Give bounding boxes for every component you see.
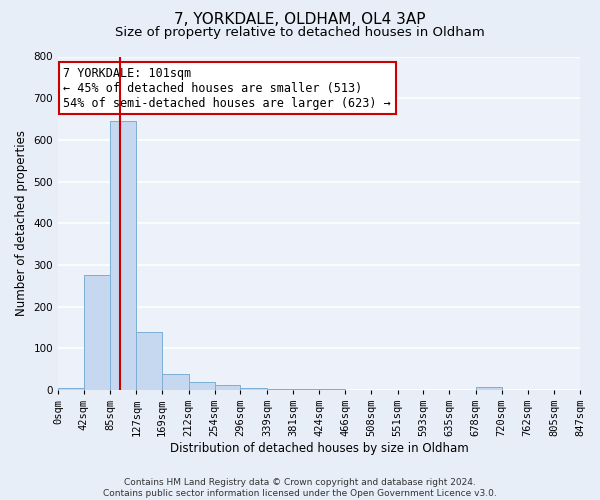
Text: 7, YORKDALE, OLDHAM, OL4 3AP: 7, YORKDALE, OLDHAM, OL4 3AP — [174, 12, 426, 28]
Y-axis label: Number of detached properties: Number of detached properties — [15, 130, 28, 316]
Bar — [84, 276, 110, 390]
Bar — [136, 332, 162, 390]
Bar — [267, 388, 293, 390]
Text: Size of property relative to detached houses in Oldham: Size of property relative to detached ho… — [115, 26, 485, 39]
Bar — [188, 382, 215, 390]
X-axis label: Distribution of detached houses by size in Oldham: Distribution of detached houses by size … — [170, 442, 469, 455]
Bar — [319, 389, 345, 390]
Bar — [162, 374, 188, 390]
Bar — [215, 385, 241, 390]
Text: Contains HM Land Registry data © Crown copyright and database right 2024.
Contai: Contains HM Land Registry data © Crown c… — [103, 478, 497, 498]
Bar — [476, 386, 502, 390]
Bar — [241, 388, 267, 390]
Bar — [110, 121, 136, 390]
Bar — [293, 389, 319, 390]
Text: 7 YORKDALE: 101sqm
← 45% of detached houses are smaller (513)
54% of semi-detach: 7 YORKDALE: 101sqm ← 45% of detached hou… — [63, 66, 391, 110]
Bar — [58, 388, 84, 390]
